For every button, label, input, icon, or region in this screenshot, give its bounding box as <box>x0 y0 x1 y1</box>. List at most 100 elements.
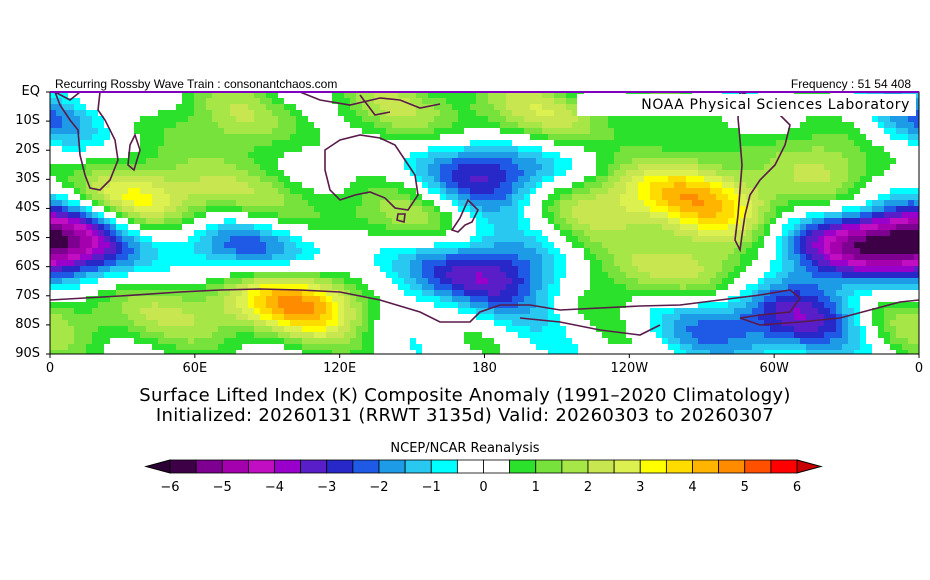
field-cell <box>242 176 249 183</box>
field-cell <box>254 152 261 159</box>
field-cell <box>710 260 717 267</box>
field-cell <box>254 248 261 255</box>
field-cell <box>254 224 261 231</box>
field-cell <box>674 242 681 249</box>
field-cell <box>344 170 351 177</box>
field-cell <box>650 182 657 189</box>
field-cell <box>560 206 567 213</box>
field-cell <box>374 284 381 291</box>
field-cell <box>128 194 135 201</box>
field-cell <box>56 230 63 237</box>
field-cell <box>488 200 495 207</box>
field-cell <box>194 254 201 261</box>
field-cell <box>320 140 327 147</box>
field-cell <box>584 284 591 291</box>
field-cell <box>128 134 135 141</box>
field-cell <box>512 254 519 261</box>
field-cell <box>800 116 807 123</box>
field-cell <box>914 98 919 105</box>
field-cell <box>878 230 885 237</box>
field-cell <box>128 128 135 135</box>
field-cell <box>392 152 399 159</box>
field-cell <box>92 242 99 249</box>
field-cell <box>254 260 261 267</box>
field-cell <box>734 158 741 165</box>
field-cell <box>566 200 573 207</box>
field-cell <box>524 92 531 99</box>
field-cell <box>896 194 903 201</box>
field-cell <box>380 182 387 189</box>
field-cell <box>230 212 237 219</box>
field-cell <box>608 146 615 153</box>
field-cell <box>188 254 195 261</box>
field-cell <box>386 182 393 189</box>
field-cell <box>122 236 129 243</box>
field-cell <box>104 176 111 183</box>
field-cell <box>434 266 441 273</box>
field-cell <box>260 128 267 135</box>
field-cell <box>218 170 225 177</box>
field-cell <box>668 176 675 183</box>
field-cell <box>626 200 633 207</box>
field-cell <box>494 200 501 207</box>
field-cell <box>164 284 171 291</box>
field-cell <box>86 170 93 177</box>
field-cell <box>170 242 177 249</box>
field-cell <box>464 170 471 177</box>
field-cell <box>842 218 849 225</box>
field-cell <box>692 170 699 177</box>
field-cell <box>422 224 429 231</box>
field-cell <box>776 254 783 261</box>
field-cell <box>578 284 585 291</box>
field-cell <box>572 188 579 195</box>
field-cell <box>374 92 381 99</box>
field-cell <box>224 194 231 201</box>
field-cell <box>158 188 165 195</box>
field-cell <box>56 134 63 141</box>
field-cell <box>878 176 885 183</box>
field-cell <box>770 158 777 165</box>
field-cell <box>92 290 99 297</box>
field-cell <box>392 206 399 213</box>
field-cell <box>632 128 639 135</box>
field-cell <box>254 194 261 201</box>
field-cell <box>824 242 831 249</box>
field-cell <box>566 146 573 153</box>
field-cell <box>644 212 651 219</box>
field-cell <box>524 152 531 159</box>
field-cell <box>422 128 429 135</box>
field-cell <box>656 122 663 129</box>
field-cell <box>104 260 111 267</box>
field-cell <box>590 272 597 279</box>
field-cell <box>740 284 747 291</box>
field-cell <box>278 164 285 171</box>
field-cell <box>620 194 627 201</box>
field-cell <box>242 98 249 105</box>
field-cell <box>680 254 687 261</box>
field-cell <box>608 260 615 267</box>
field-cell <box>242 290 249 297</box>
field-cell <box>656 236 663 243</box>
field-cell <box>434 104 441 111</box>
field-cell <box>296 158 303 165</box>
field-cell <box>800 194 807 201</box>
field-cell <box>860 272 867 279</box>
field-cell <box>440 92 447 99</box>
field-cell <box>140 122 147 129</box>
field-cell <box>206 92 213 99</box>
field-cell <box>608 194 615 201</box>
field-cell <box>500 110 507 117</box>
field-cell <box>416 224 423 231</box>
field-cell <box>344 254 351 261</box>
field-cell <box>734 134 741 141</box>
field-cell <box>182 230 189 237</box>
field-cell <box>110 194 117 201</box>
field-cell <box>680 206 687 213</box>
field-cell <box>206 122 213 129</box>
field-cell <box>470 266 477 273</box>
field-cell <box>560 146 567 153</box>
field-cell <box>782 260 789 267</box>
field-cell <box>92 266 99 273</box>
field-cell <box>494 188 501 195</box>
field-cell <box>464 176 471 183</box>
